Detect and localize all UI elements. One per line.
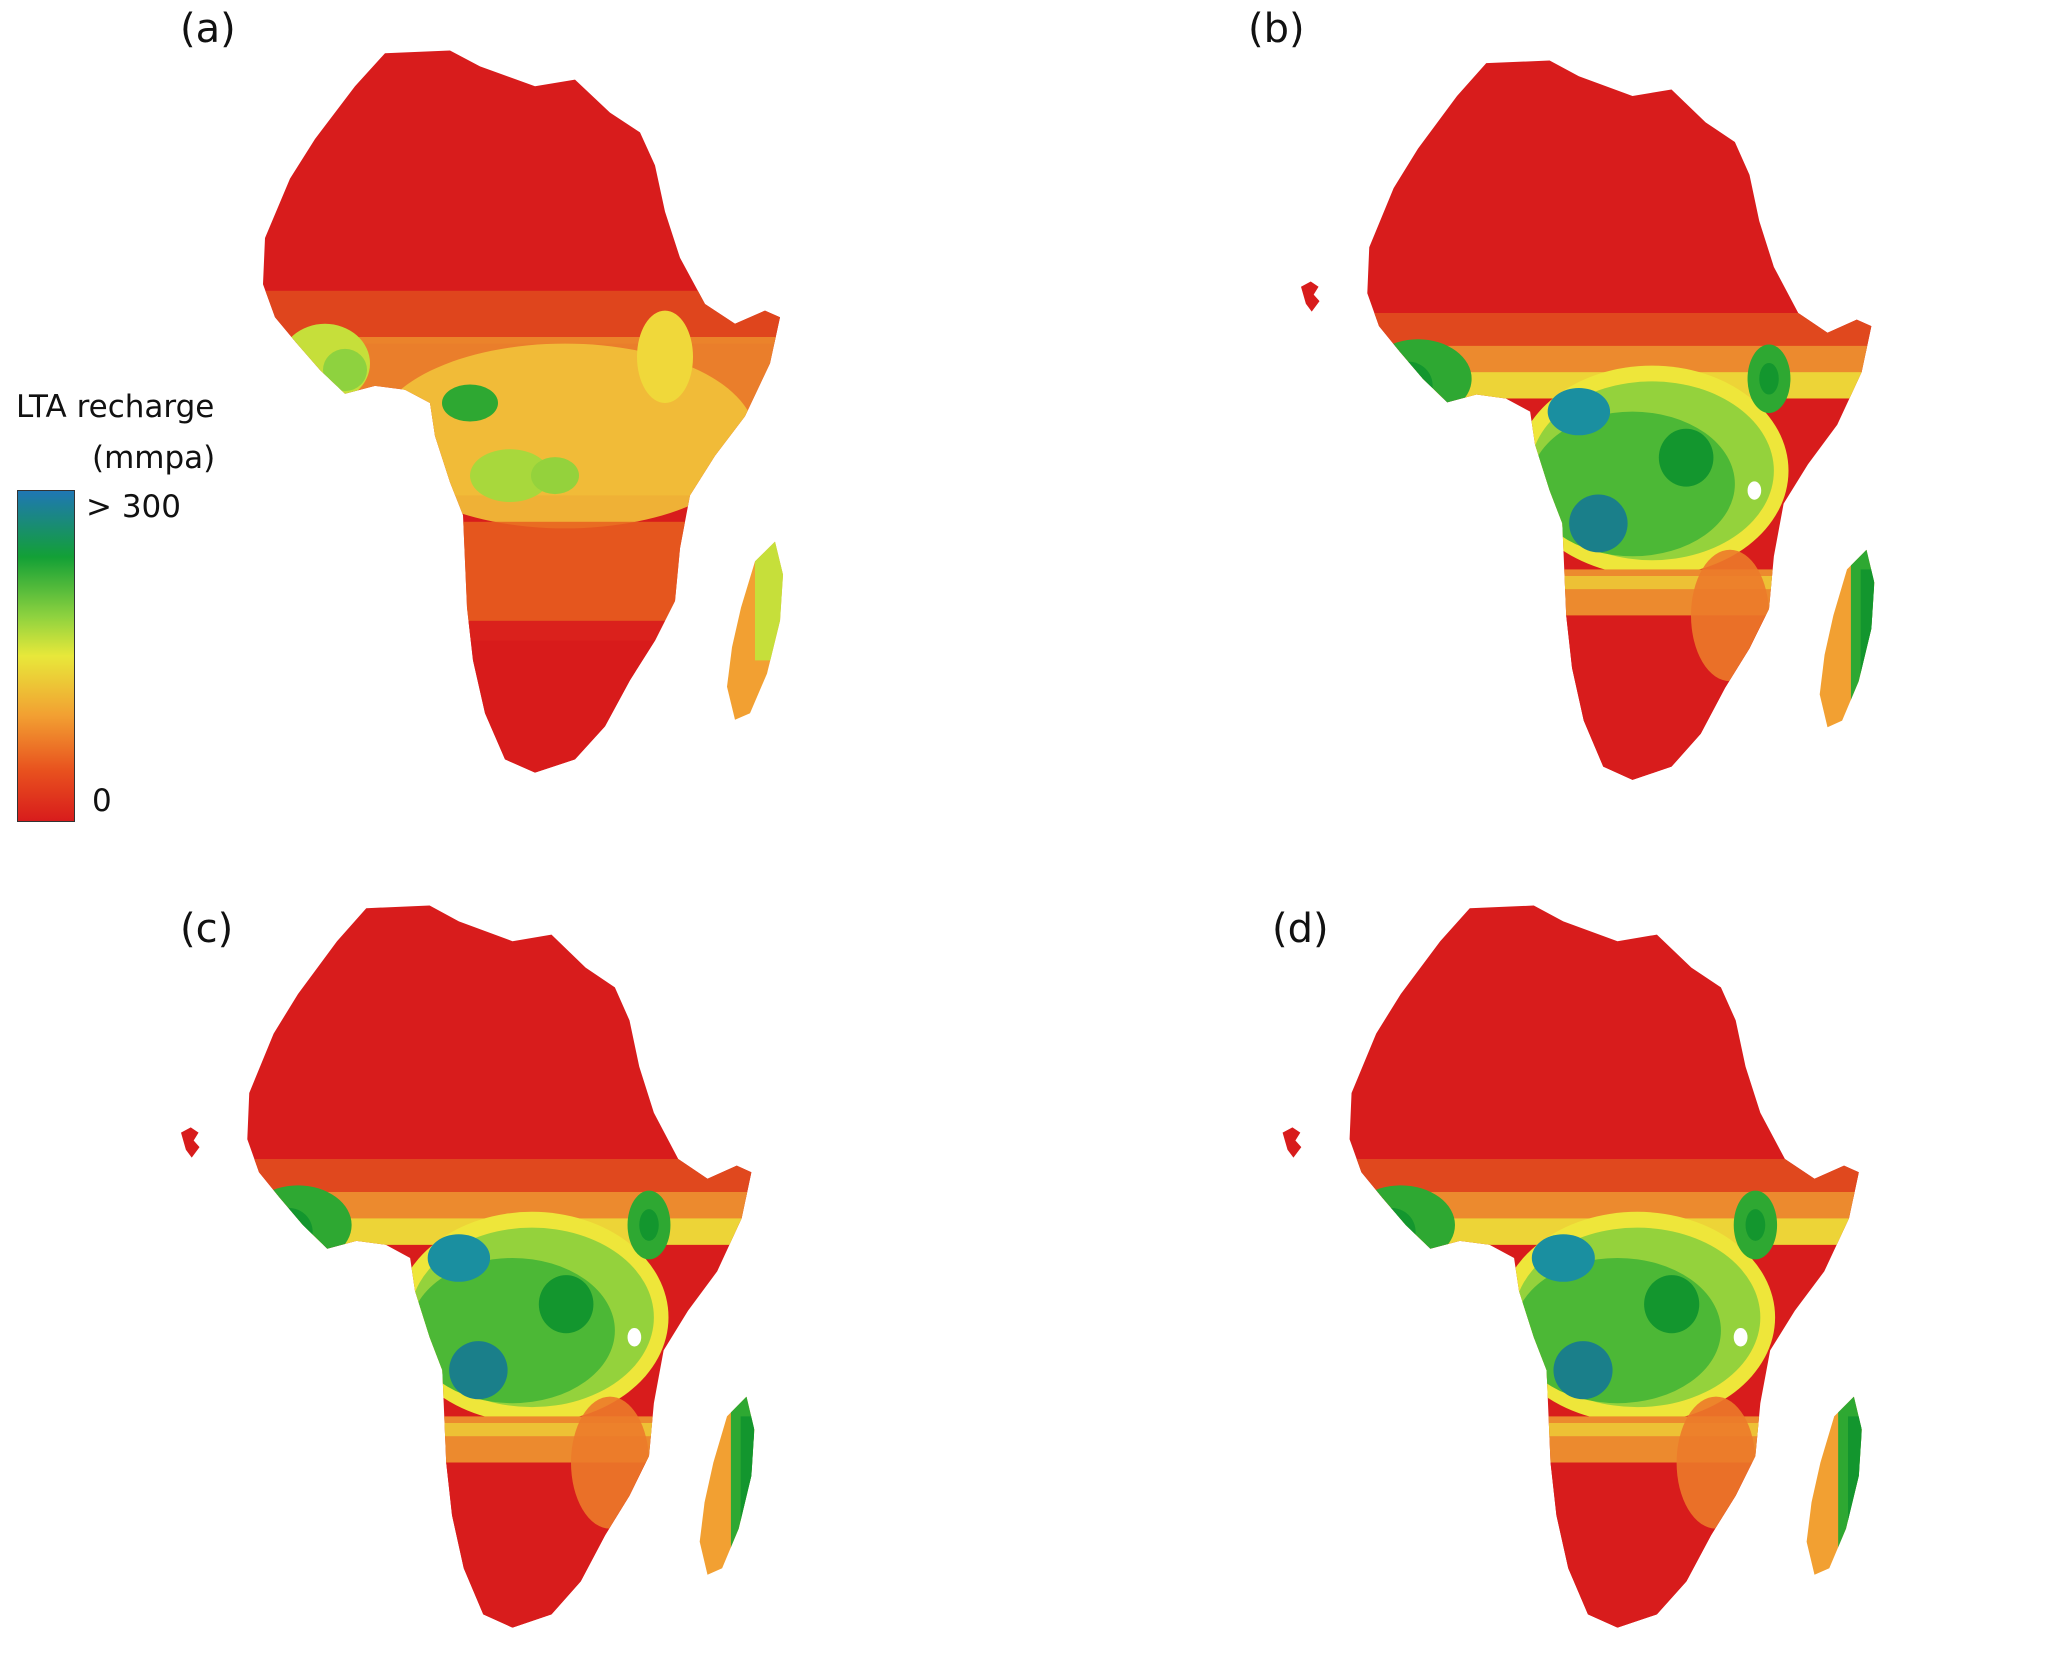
panel-a: (a) bbox=[180, 6, 795, 792]
legend-max-label: > 300 bbox=[86, 489, 181, 525]
panel-label-c: (c) bbox=[180, 906, 233, 952]
legend-color-bar bbox=[17, 490, 75, 822]
panel-label-a: (a) bbox=[180, 6, 236, 52]
recharge-map-b bbox=[1301, 61, 1886, 800]
recharge-map-c bbox=[181, 906, 766, 1648]
recharge-map-a bbox=[235, 51, 795, 793]
panel-d: (d) bbox=[1272, 906, 1874, 1648]
panel-label-b: (b) bbox=[1248, 6, 1305, 52]
recharge-map-d bbox=[1283, 906, 1874, 1648]
panel-b: (b) bbox=[1248, 6, 1886, 800]
panel-label-d: (d) bbox=[1272, 906, 1329, 952]
legend-title: LTA recharge bbox=[16, 389, 215, 425]
panel-c: (c) bbox=[180, 906, 766, 1648]
legend-min-label: 0 bbox=[92, 783, 112, 819]
legend-unit: (mmpa) bbox=[92, 440, 216, 476]
